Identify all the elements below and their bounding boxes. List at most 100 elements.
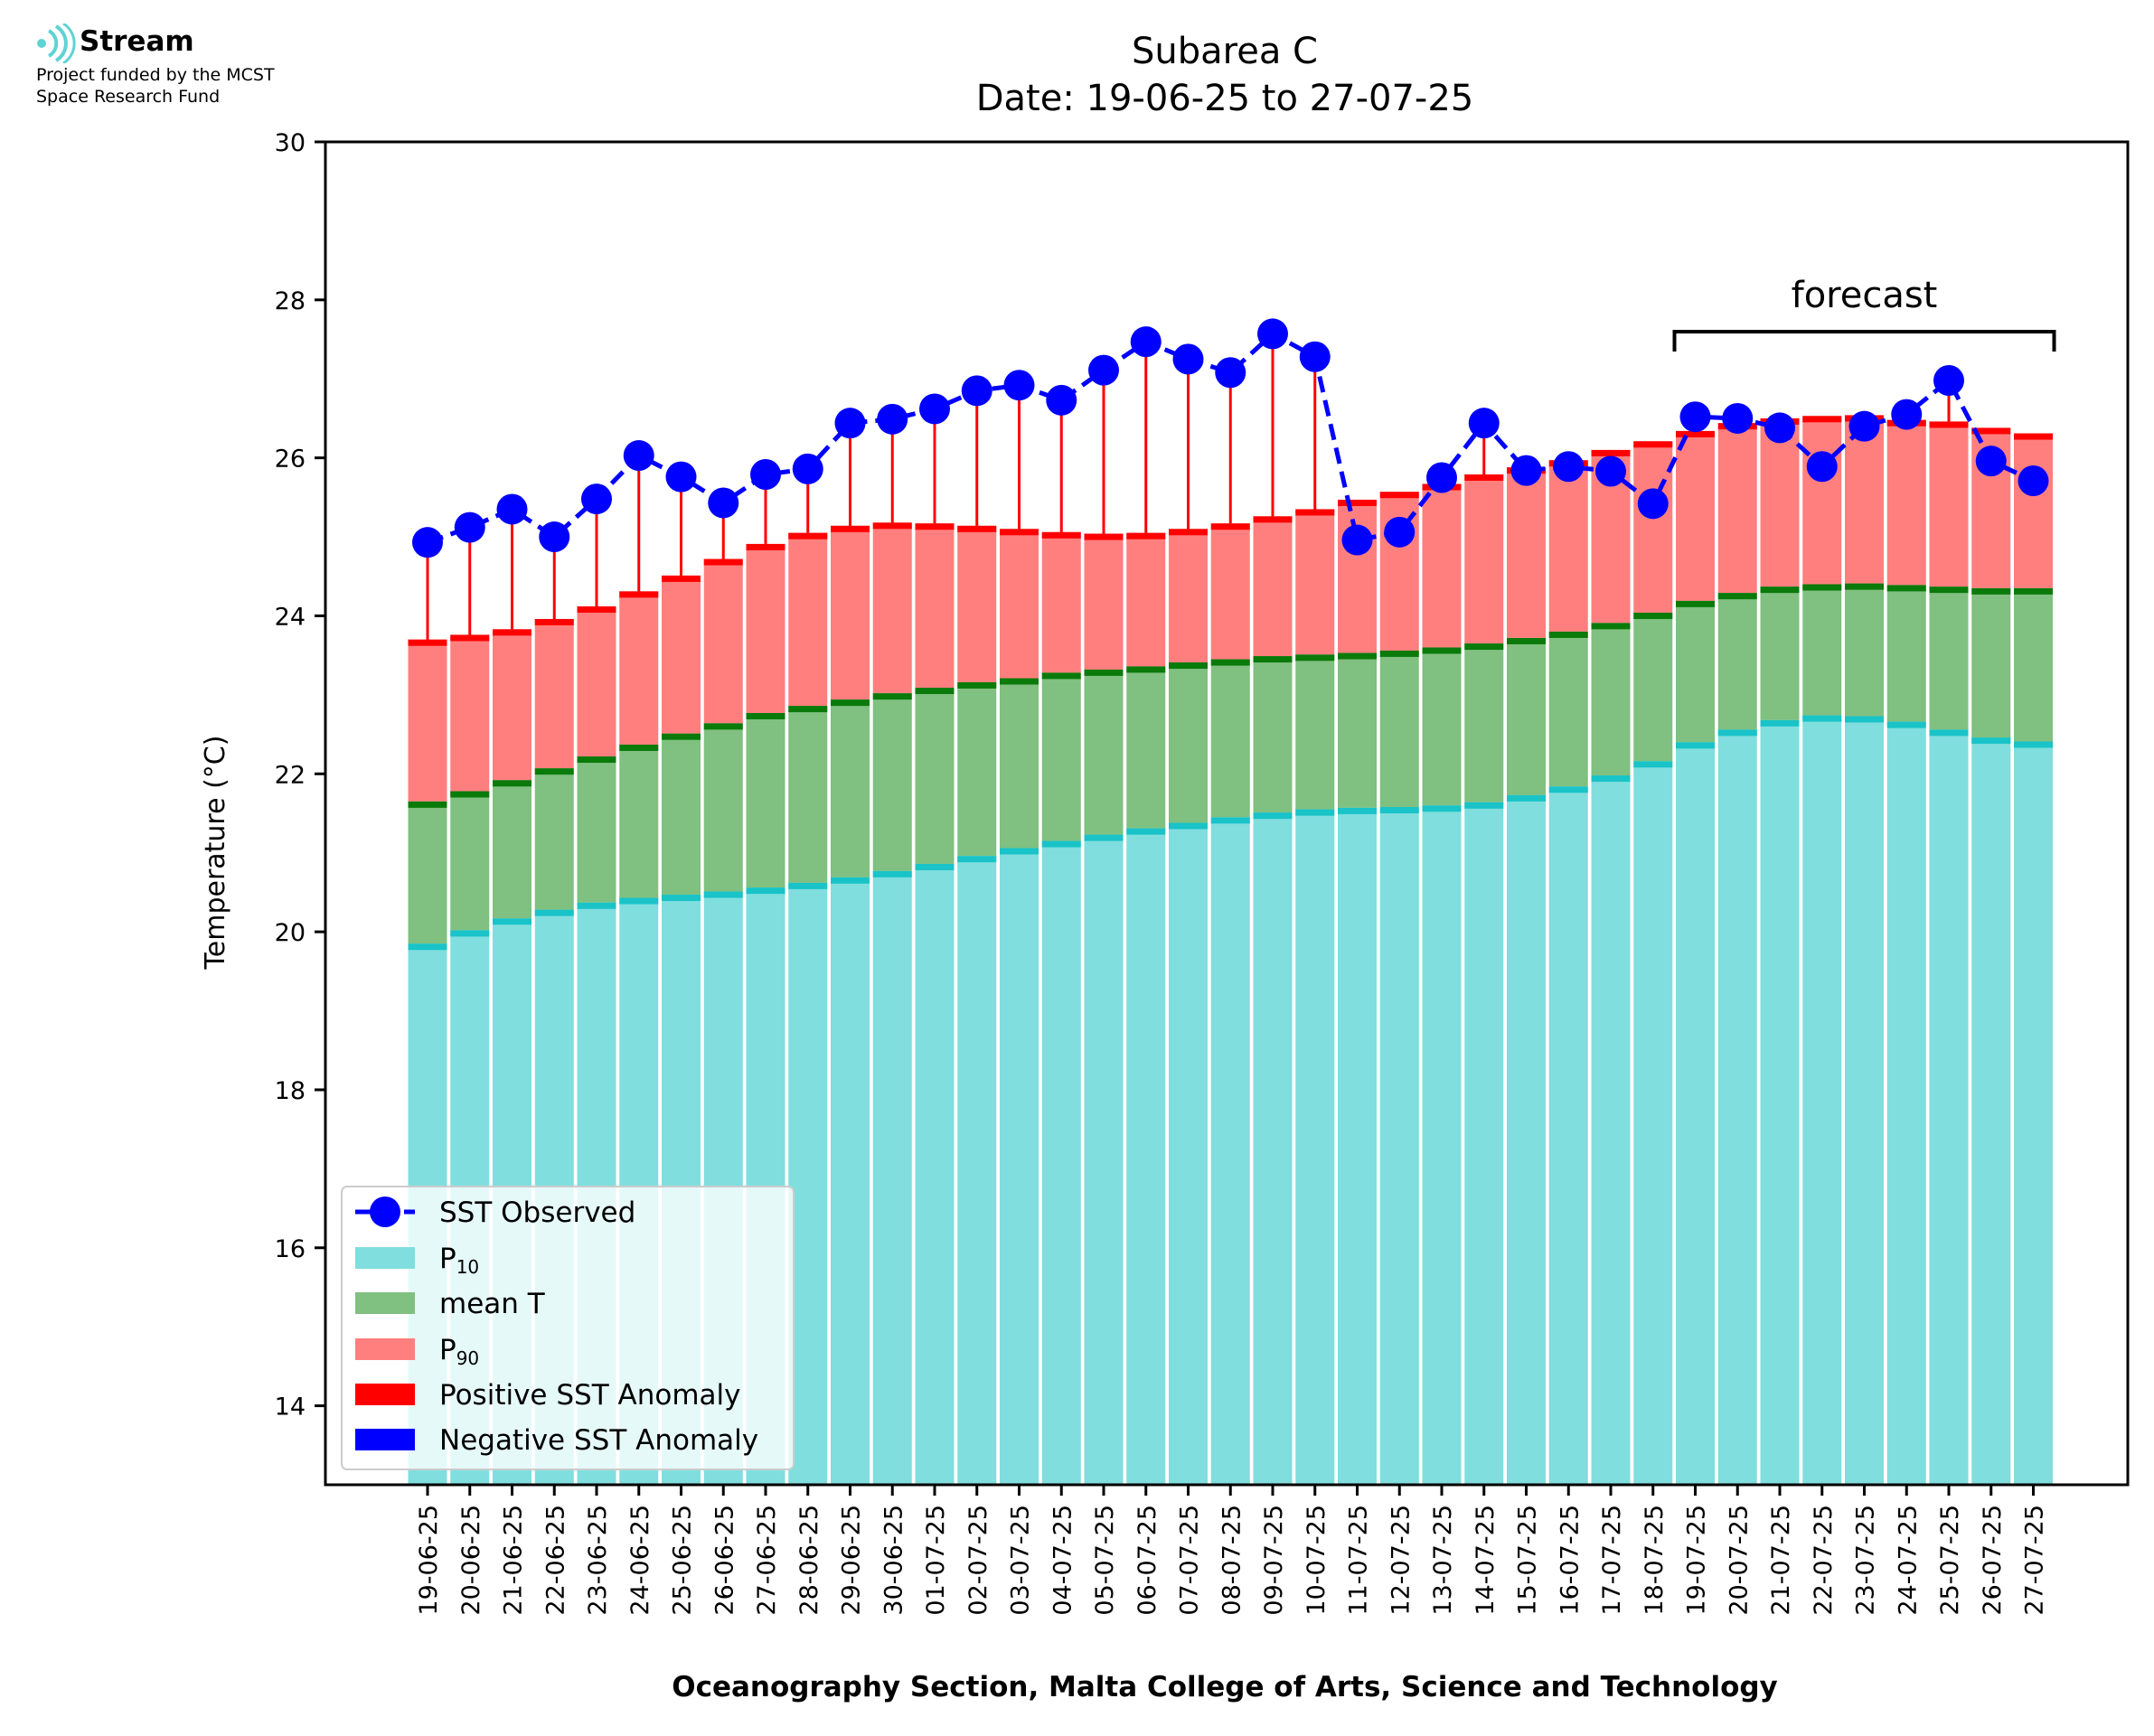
p10-cap: [1000, 848, 1039, 855]
p90-bar: [408, 639, 447, 802]
sst-point: [1130, 326, 1162, 358]
p90-bar: [1338, 499, 1377, 653]
mean-bar: [1591, 623, 1631, 776]
p90-cap: [534, 618, 574, 625]
p10-cap: [1338, 807, 1377, 814]
mean-cap: [493, 780, 531, 787]
p10-cap: [1676, 742, 1715, 749]
p10-cap: [2014, 741, 2053, 748]
p90-cap: [915, 523, 955, 530]
logo-funding-line-1: Project funded by the MCST: [36, 65, 275, 85]
sst-point: [1764, 412, 1795, 444]
p10-bar: [1422, 805, 1462, 1485]
sst-point: [961, 375, 992, 407]
p10-bar: [1464, 802, 1504, 1485]
p10-bar: [1169, 822, 1208, 1485]
p10-cap: [1084, 834, 1124, 841]
sst-point: [2018, 464, 2049, 496]
p90-bar: [2014, 433, 2053, 588]
sst-point: [1384, 516, 1416, 548]
x-axis-label: Oceanography Section, Malta College of A…: [672, 1671, 1778, 1703]
mean-cap: [1971, 587, 2011, 595]
mean-cap: [831, 699, 870, 707]
p10-cap: [1591, 775, 1631, 783]
mean-bar: [1295, 654, 1335, 810]
y-tick-label: 20: [275, 919, 306, 947]
sst-point: [1046, 384, 1077, 416]
y-tick-label: 16: [275, 1235, 306, 1263]
mean-cap: [1507, 637, 1546, 644]
p10-cap: [534, 909, 574, 916]
mean-cap: [1084, 669, 1124, 676]
legend-negative-anomaly-label: Negative SST Anomaly: [439, 1424, 758, 1457]
mean-cap: [450, 791, 490, 798]
p10-bar: [957, 856, 997, 1485]
p10-bar: [1126, 828, 1166, 1485]
x-tick-label: 30-06-25: [879, 1505, 908, 1616]
mean-cap: [534, 768, 574, 775]
mean-bar: [1464, 643, 1504, 802]
mean-bar: [1000, 678, 1039, 849]
p90-bar: [746, 543, 785, 713]
forecast-bracket: [1672, 330, 2056, 352]
legend-mean-label: mean T: [439, 1288, 546, 1320]
mean-cap: [1041, 672, 1081, 680]
sst-point: [1679, 401, 1711, 433]
mean-bar: [872, 693, 912, 871]
plot-frame: [324, 140, 2130, 1487]
p10-bar: [1295, 809, 1335, 1485]
p10-cap: [1169, 822, 1208, 830]
p90-cap: [619, 591, 659, 598]
x-tick-label: 20-07-25: [1725, 1505, 1753, 1616]
x-tick-label: 21-06-25: [500, 1505, 528, 1616]
mean-bar: [2014, 587, 2053, 742]
p90-cap: [1676, 430, 1715, 437]
x-tick-label: 29-06-25: [838, 1505, 866, 1616]
p90-cap: [1929, 421, 1969, 428]
p10-bar: [1971, 737, 2011, 1485]
mean-bar: [450, 791, 490, 931]
p90-cap: [1338, 499, 1377, 506]
p90-cap: [493, 629, 531, 636]
mean-cap: [703, 723, 743, 730]
p10-bar: [788, 882, 828, 1485]
p90-cap: [1591, 449, 1631, 456]
sst-point: [1637, 488, 1669, 520]
y-axis-label: Temperature (°C): [200, 736, 231, 971]
p10-cap: [619, 897, 659, 905]
p90-bar: [1422, 483, 1462, 648]
p10-cap: [1379, 807, 1419, 814]
p10-bar: [1338, 807, 1377, 1485]
y-tick-label: 26: [275, 446, 306, 474]
mean-bar: [1379, 650, 1419, 808]
x-tick-label: 25-07-25: [1936, 1505, 1964, 1616]
x-tick-label: 01-07-25: [922, 1505, 950, 1616]
sst-point: [454, 511, 485, 543]
p90-cap: [1084, 533, 1124, 540]
p10-cap: [746, 887, 785, 895]
mean-cap: [1338, 652, 1377, 660]
x-tick-label: 24-06-25: [626, 1505, 654, 1616]
p10-cap: [493, 918, 531, 925]
mean-bar: [577, 756, 616, 903]
p90-bar: [1295, 509, 1335, 655]
sst-point: [1933, 364, 1964, 396]
p90-bar: [703, 558, 743, 724]
mean-bar: [703, 723, 743, 892]
p10-cap: [1802, 715, 1842, 722]
p90-bar: [872, 522, 912, 694]
p90-cap: [1633, 441, 1673, 448]
mean-cap: [1548, 631, 1588, 638]
p10-cap: [1929, 729, 1969, 737]
legend-p90-label: P90: [439, 1334, 479, 1369]
sst-point: [581, 483, 612, 515]
x-tick-label: 13-07-25: [1429, 1505, 1457, 1616]
sst-point: [665, 461, 697, 493]
y-tick-label: 30: [275, 129, 306, 157]
x-tick-label: 06-07-25: [1133, 1505, 1162, 1616]
p90-cap: [1971, 427, 2011, 435]
sst-point: [1806, 451, 1838, 483]
logo-funding-line-2: Space Research Fund: [36, 87, 221, 107]
p90-bar: [493, 629, 531, 781]
mean-cap: [1169, 662, 1208, 670]
